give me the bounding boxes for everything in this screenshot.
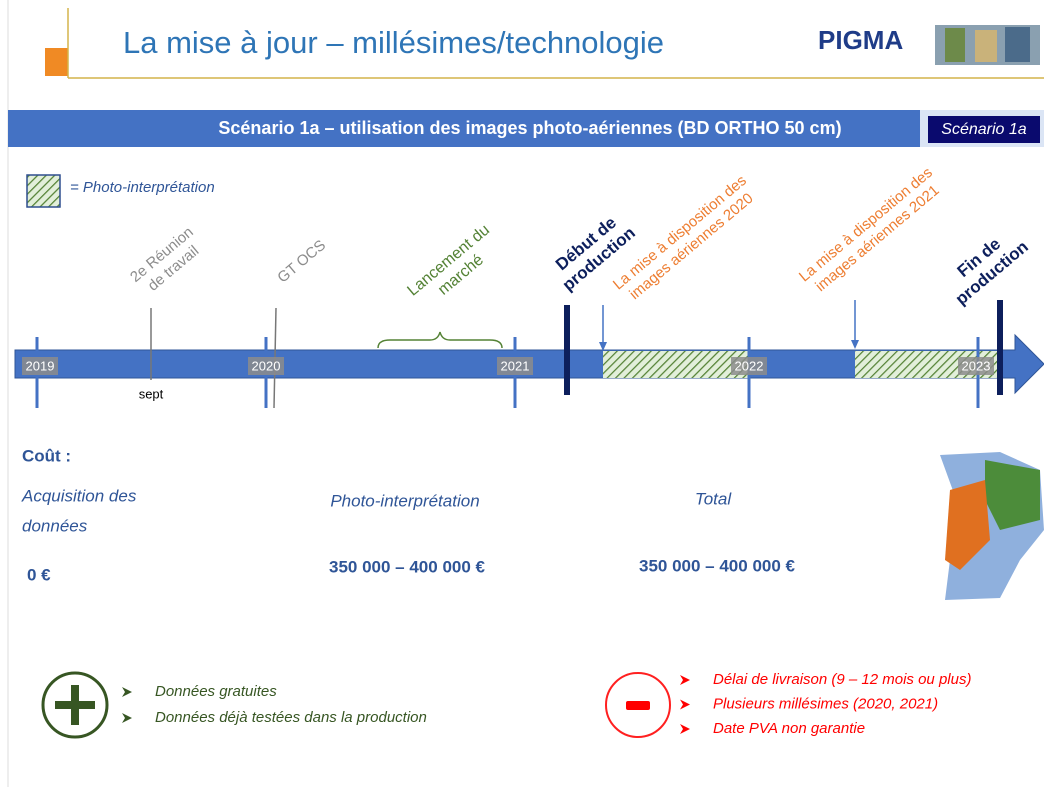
cost-label: Acquisition des [21, 486, 137, 505]
year-label: 2022 [735, 358, 764, 373]
arrow-head [851, 340, 859, 349]
legend-label: = Photo-interprétation [70, 179, 215, 196]
year-label: 2023 [962, 358, 991, 373]
list-item: Date PVA non garantie [713, 720, 865, 737]
event-text: images aériennes 2020 [626, 190, 756, 303]
year-label: 2021 [501, 358, 530, 373]
cost-value: 350 000 – 400 000 € [639, 556, 796, 575]
cost-label: données [22, 516, 88, 535]
cost-label: Photo-interprétation [330, 491, 479, 510]
slide: La mise à jour – millésimes/technologie … [0, 0, 1044, 787]
accent-square [45, 48, 68, 76]
list-item: Délai de livraison (9 – 12 mois ou plus) [713, 671, 971, 688]
bullet [122, 687, 132, 697]
cost-heading: Coût : [22, 446, 71, 465]
banner-tag: Scénario 1a [941, 121, 1026, 138]
region-map [940, 452, 1044, 600]
bullet [680, 675, 690, 685]
end-marker [997, 300, 1003, 395]
list-item: Données déjà testées dans la production [155, 709, 427, 726]
minus-sign [626, 701, 650, 710]
bullet [122, 713, 132, 723]
logo-text: PIGMA [818, 25, 903, 55]
start-marker [564, 305, 570, 395]
banner-title: Scénario 1a – utilisation des images pho… [218, 118, 841, 138]
year-label: 2020 [252, 358, 281, 373]
lists: Données gratuites Données déjà testées da… [122, 671, 971, 737]
event-text: La mise à disposition des [796, 164, 936, 285]
year-label: 2019 [26, 358, 55, 373]
list-item: Plusieurs millésimes (2020, 2021) [713, 695, 938, 712]
title: La mise à jour – millésimes/technologie [123, 25, 664, 60]
event-label: GT OCS [274, 237, 329, 287]
cost-table: Acquisition des données 0 € Photo-interprét… [21, 486, 796, 584]
cost-value: 350 000 – 400 000 € [329, 557, 486, 576]
brace [378, 332, 502, 348]
period-2020 [603, 351, 748, 378]
bullet [680, 700, 690, 710]
month-label: sept [139, 386, 164, 401]
cost-value: 0 € [27, 565, 51, 584]
event-text: images aériennes 2021 [812, 182, 942, 295]
legend-swatch [27, 175, 60, 207]
bullet [680, 724, 690, 734]
logo-image [935, 25, 1040, 65]
event-text: GT OCS [274, 237, 329, 287]
list-item: Données gratuites [155, 683, 277, 700]
cost-label: Total [695, 489, 732, 508]
